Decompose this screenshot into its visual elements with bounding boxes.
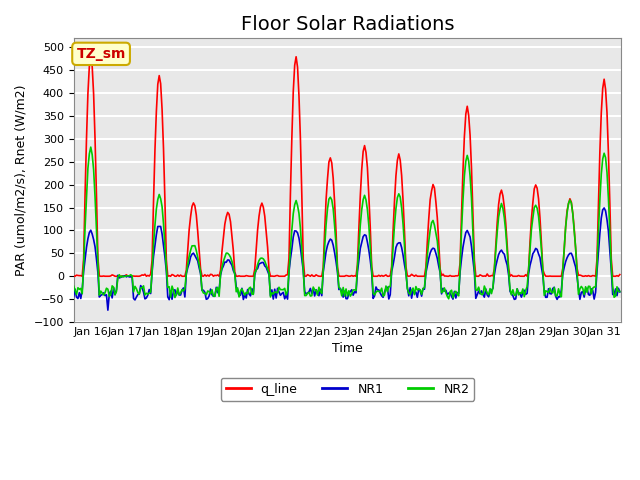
Text: TZ_sm: TZ_sm <box>76 47 126 61</box>
Y-axis label: PAR (umol/m2/s), Rnet (W/m2): PAR (umol/m2/s), Rnet (W/m2) <box>15 84 28 276</box>
Legend: q_line, NR1, NR2: q_line, NR1, NR2 <box>221 378 474 401</box>
X-axis label: Time: Time <box>332 342 363 355</box>
Title: Floor Solar Radiations: Floor Solar Radiations <box>241 15 454 34</box>
